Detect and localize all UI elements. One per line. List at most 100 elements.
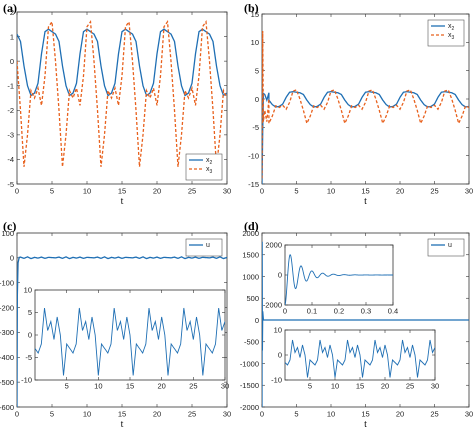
p2-inset-ytick-label: -10: [21, 375, 32, 384]
p3-xtick-label: 15: [361, 410, 369, 419]
p1-ytick-label: -5: [252, 123, 259, 132]
p0-ytick-label: -1: [7, 81, 14, 90]
p2-inset-ytick-label: 10: [24, 285, 32, 294]
p3-inset0-series-u-line: [285, 254, 393, 305]
p0-xtick-label: 20: [153, 187, 161, 196]
p0-xtick-label: 5: [50, 187, 54, 196]
p1-ytick-label: 10: [251, 38, 259, 47]
p0-panel-label: (a): [3, 1, 17, 15]
p0-xlabel: t: [121, 196, 124, 207]
p0-series-group: [17, 20, 227, 167]
p0-ytick-label: 2: [10, 8, 14, 17]
p2-panel-label: (c): [3, 219, 16, 233]
p0-series-x2-line: [17, 28, 227, 97]
p3-xtick-label: 5: [294, 410, 298, 419]
p3-inset1-ytick-label: 10: [274, 325, 282, 334]
p1-series-x3-line: [262, 30, 469, 179]
p0-ytick-label: 0: [10, 57, 14, 66]
p2-inset-xtick-label: 20: [157, 382, 165, 391]
p1-xtick-label: 5: [294, 187, 298, 196]
p2-inset-series-u-line: [35, 307, 225, 376]
p1-xtick-label: 0: [260, 187, 264, 196]
p3-xtick-label: 25: [430, 410, 438, 419]
p3-inset1-series-group: [285, 339, 435, 378]
p3-ytick-label: -500: [244, 338, 259, 347]
p0-ytick-label: -4: [7, 155, 14, 164]
p3-xtick-label: 10: [327, 410, 335, 419]
p0-series-x3-line: [17, 20, 227, 167]
p2-inset-ytick-label: 5: [28, 308, 32, 317]
p2-inset-xtick-label: 15: [126, 382, 134, 391]
p2-inset-xtick-label: 5: [65, 382, 69, 391]
p0-legend-label-x2: x2: [206, 157, 213, 166]
p0-xtick-label: 15: [118, 187, 126, 196]
p0-ytick-label: -5: [7, 180, 14, 189]
p2-xtick-label: 25: [188, 410, 196, 419]
p3-ytick-label: -1000: [240, 359, 259, 368]
p0-xtick-label: 0: [15, 187, 19, 196]
p3-ytick-label: 1500: [242, 251, 259, 260]
p2-ytick-label: -300: [0, 328, 14, 337]
p2-xtick-label: 5: [50, 410, 54, 419]
p3-xtick-label: 20: [396, 410, 404, 419]
p3-inset1-xtick-label: 10: [331, 382, 339, 391]
panel-d: (d)0 5 10 15 20 25 30-2000-1500-1000-500050010…: [240, 219, 473, 427]
p1-ytick-label: -15: [248, 180, 259, 189]
p3-series-u-line: [262, 241, 469, 407]
p2-inset-series-group: [35, 307, 225, 376]
p3-inset0-xtick-label: 0.4: [388, 307, 398, 316]
p2-xtick-label: 0: [15, 410, 19, 419]
p2-inset: 5 10 15 20 25 30 -10 -5 0 5 10: [21, 285, 229, 390]
p2-xtick-label: 10: [83, 410, 91, 419]
p1-ytick-label: 0: [255, 95, 259, 104]
p2-ytick-label: 0: [10, 254, 14, 263]
p3-ytick-label: -2000: [240, 403, 259, 412]
p0-legend-box: [185, 153, 223, 181]
p0-ytick-label: 1: [10, 32, 14, 41]
p3-inset1-xtick-label: 20: [381, 382, 389, 391]
p3-ytick-label: 1000: [242, 272, 259, 281]
p0-xtick-label: 30: [223, 187, 231, 196]
p3-inset0-ytick-label: 0: [278, 270, 282, 279]
p3-inset1-series-u-line: [285, 339, 435, 378]
p3-inset1-xtick-label: 5: [308, 382, 312, 391]
p2-inset-ytick-label: 0: [28, 330, 32, 339]
p2-xlabel: t: [121, 419, 124, 427]
panel-c: (c)0 5 10 15 20 25 30-600-500-400-300-200-1000…: [0, 219, 231, 427]
p3-inset0-ytick-label: -2000: [263, 300, 282, 309]
p3-inset1-xtick-label: 30: [431, 382, 439, 391]
p1-series-x2-line: [262, 90, 469, 184]
p3-inset1-xtick-label: 15: [356, 382, 364, 391]
p3-legend-box: [427, 238, 465, 257]
p2-ytick-label: -500: [0, 378, 14, 387]
p1-legend-box: [427, 19, 465, 47]
p3-inset0-xtick-label: 0.2: [334, 307, 344, 316]
p2-legend-box: [185, 238, 223, 257]
p3-inset-1: 5 10 15 20 25 30 -10 0 10: [271, 325, 439, 390]
p1-ytick-label: -10: [248, 151, 259, 160]
p2-ytick-label: -600: [0, 403, 14, 412]
p3-ytick-label: -1500: [240, 381, 259, 390]
p1-ytick-label: 15: [251, 10, 259, 19]
p3-inset1-ytick-label: -10: [271, 375, 282, 384]
p1-ytick-label: 5: [255, 66, 259, 75]
p0-legend-label-x3: x3: [206, 166, 213, 175]
p3-xtick-label: 30: [465, 410, 473, 419]
p2-ytick-label: 100: [1, 229, 14, 238]
p2-xtick-label: 15: [118, 410, 126, 419]
p2-xtick-label: 20: [153, 410, 161, 419]
p2-xtick-label: 30: [223, 410, 231, 419]
p1-xlabel: t: [364, 196, 367, 207]
p2-series-u-line: [17, 256, 227, 407]
p3-ytick-label: 2000: [242, 229, 259, 238]
p2-inset-xtick-label: 25: [189, 382, 197, 391]
p0-xtick-label: 25: [188, 187, 196, 196]
p1-legend-label-x3: x3: [448, 32, 455, 41]
p0-ytick-label: -3: [7, 131, 14, 140]
p3-inset0-xtick-label: 0.1: [307, 307, 317, 316]
p1-panel-label: (b): [244, 1, 259, 15]
